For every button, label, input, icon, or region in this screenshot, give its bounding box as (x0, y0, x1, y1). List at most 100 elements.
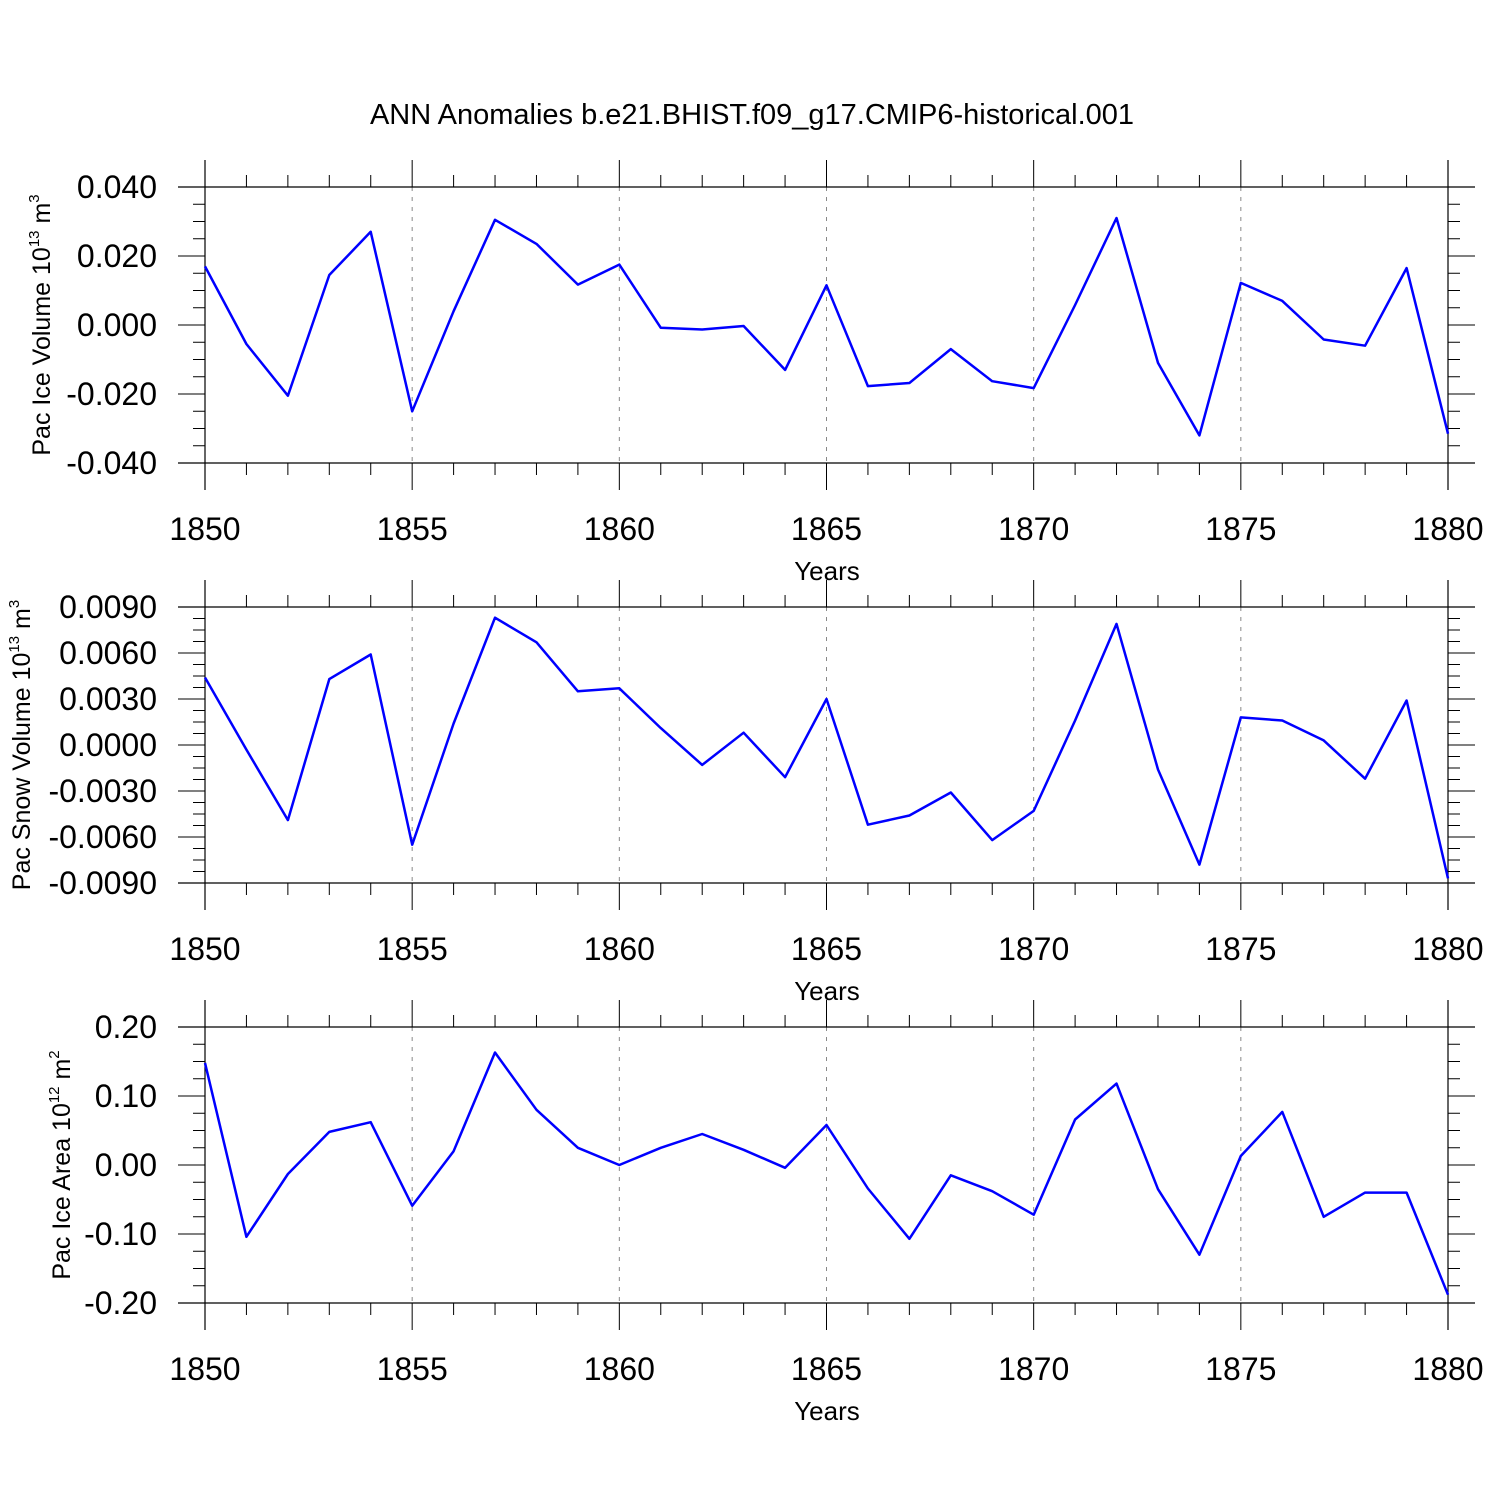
data-point (990, 1189, 994, 1193)
data-point (1446, 432, 1450, 436)
x-tick-label: 1870 (998, 511, 1069, 547)
data-point (1032, 809, 1036, 813)
data-point (1239, 1154, 1243, 1158)
data-point (1115, 1082, 1119, 1086)
data-point (1363, 1191, 1367, 1195)
y-tick-label: 0.00 (95, 1147, 157, 1183)
data-point (452, 722, 456, 726)
data-point (410, 1204, 414, 1208)
x-tick-label: 1880 (1412, 931, 1483, 967)
x-tick-label: 1880 (1412, 511, 1483, 547)
data-point (327, 273, 331, 277)
data-point (1197, 433, 1201, 437)
data-point (1446, 1293, 1450, 1297)
y-tick-label: 0.20 (95, 1009, 157, 1045)
data-point (1280, 1110, 1284, 1114)
data-point (1156, 361, 1160, 365)
data-point (949, 791, 953, 795)
series-line (203, 216, 1450, 437)
x-tick-label: 1850 (169, 511, 240, 547)
data-point (244, 1235, 248, 1239)
x-tick-label: 1855 (377, 1351, 448, 1387)
data-point (286, 818, 290, 822)
y-tick-label: 0.0060 (59, 635, 157, 671)
data-point (866, 1186, 870, 1190)
data-point (1156, 1187, 1160, 1191)
data-point (990, 838, 994, 842)
y-axis-label: Pac Ice Volume 1013 m3 (26, 194, 56, 455)
data-point (1363, 777, 1367, 781)
x-tick-label: 1870 (998, 1351, 1069, 1387)
data-point (286, 394, 290, 398)
data-point (534, 242, 538, 246)
data-point (825, 283, 829, 287)
data-point (327, 1130, 331, 1134)
data-point (866, 823, 870, 827)
data-point (1032, 386, 1036, 390)
data-point (203, 1061, 207, 1065)
data-point (1073, 1117, 1077, 1121)
chart-panel-1: -0.040 -0.020 0.000 0.020 0.040 1850 1855 1860 1… (26, 160, 1484, 586)
chart-panel-2: -0.0090 -0.0060 -0.0030 0.0000 0.0030 0.0060 0… (6, 580, 1484, 1006)
data-point (783, 1166, 787, 1170)
x-axis-label: Years (794, 1396, 860, 1426)
data-point (534, 1108, 538, 1112)
y-tick-label: -0.10 (84, 1216, 157, 1252)
data-point (825, 697, 829, 701)
x-tick-label: 1860 (584, 511, 655, 547)
panels: -0.040 -0.020 0.000 0.020 0.040 1850 1855 1860 1… (6, 160, 1484, 1426)
data-point (410, 843, 414, 847)
data-point (783, 775, 787, 779)
y-tick-label: 0.0030 (59, 681, 157, 717)
data-point (452, 1149, 456, 1153)
data-point (990, 379, 994, 383)
y-tick-label: -0.20 (84, 1285, 157, 1321)
data-point (493, 218, 497, 222)
data-point (783, 368, 787, 372)
chart-panel-3: -0.20 -0.10 0.00 0.10 0.20 1850 1855 1860 1865 18… (46, 1000, 1484, 1426)
y-axis-label: Pac Snow Volume 1013 m3 (6, 600, 36, 890)
y-tick-label: -0.0030 (48, 773, 157, 809)
x-tick-label: 1865 (791, 511, 862, 547)
x-tick-label: 1865 (791, 931, 862, 967)
data-point (949, 347, 953, 351)
data-point (1405, 699, 1409, 703)
data-point (825, 1123, 829, 1127)
data-point (1115, 216, 1119, 220)
data-point (244, 342, 248, 346)
data-point (576, 283, 580, 287)
data-point (286, 1172, 290, 1176)
y-tick-label: 0.0090 (59, 589, 157, 625)
data-point (659, 1146, 663, 1150)
x-tick-label: 1860 (584, 931, 655, 967)
data-point (369, 1120, 373, 1124)
data-point (244, 748, 248, 752)
data-point (1322, 1215, 1326, 1219)
data-point (700, 1132, 704, 1136)
data-point (1156, 768, 1160, 772)
data-point (410, 409, 414, 413)
data-point (576, 1146, 580, 1150)
y-tick-label: 0.000 (77, 307, 157, 343)
data-point (617, 263, 621, 267)
y-axis-label: Pac Ice Area 1012 m2 (46, 1050, 76, 1279)
data-point (1322, 738, 1326, 742)
data-point (1280, 299, 1284, 303)
data-point (907, 381, 911, 385)
data-point (659, 726, 663, 730)
y-tick-label: -0.040 (66, 445, 157, 481)
data-point (700, 763, 704, 767)
data-point (949, 1173, 953, 1177)
data-point (617, 686, 621, 690)
x-tick-label: 1875 (1205, 1351, 1276, 1387)
y-tick-label: -0.020 (66, 376, 157, 412)
data-point (493, 616, 497, 620)
data-point (327, 677, 331, 681)
data-point (203, 676, 207, 680)
data-point (1239, 715, 1243, 719)
data-point (1073, 718, 1077, 722)
x-tick-label: 1855 (377, 931, 448, 967)
data-point (659, 326, 663, 330)
data-point (1197, 863, 1201, 867)
